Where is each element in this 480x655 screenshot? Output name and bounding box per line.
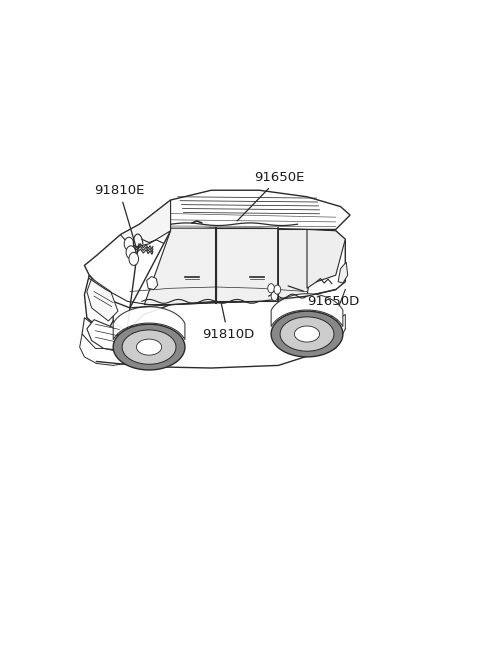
Polygon shape — [338, 262, 348, 283]
Polygon shape — [82, 318, 128, 354]
Polygon shape — [271, 311, 343, 357]
Text: 91650D: 91650D — [288, 286, 359, 308]
Text: 91650E: 91650E — [237, 171, 305, 221]
Polygon shape — [144, 228, 216, 305]
Polygon shape — [80, 334, 128, 365]
Polygon shape — [113, 307, 185, 340]
Circle shape — [274, 285, 281, 294]
Polygon shape — [113, 324, 185, 370]
Polygon shape — [87, 320, 123, 350]
Polygon shape — [136, 339, 162, 355]
Polygon shape — [271, 293, 343, 327]
Polygon shape — [280, 317, 334, 351]
Polygon shape — [216, 228, 278, 301]
Polygon shape — [307, 229, 345, 288]
Polygon shape — [125, 228, 345, 344]
Circle shape — [268, 284, 275, 293]
Polygon shape — [120, 200, 170, 248]
Polygon shape — [140, 190, 350, 236]
Polygon shape — [84, 224, 140, 308]
Circle shape — [129, 252, 139, 265]
Polygon shape — [122, 330, 176, 364]
Circle shape — [124, 237, 134, 250]
Polygon shape — [147, 276, 157, 290]
Polygon shape — [294, 326, 320, 342]
Polygon shape — [307, 314, 345, 356]
Polygon shape — [278, 229, 317, 301]
Circle shape — [126, 246, 136, 259]
Polygon shape — [87, 278, 118, 321]
Circle shape — [271, 291, 278, 301]
Text: 91810D: 91810D — [202, 304, 254, 341]
Text: 91810E: 91810E — [94, 184, 144, 248]
Polygon shape — [84, 275, 113, 334]
